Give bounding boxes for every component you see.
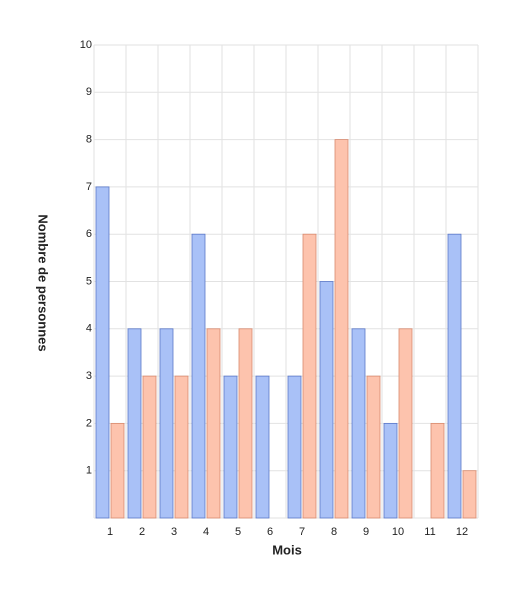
y-tick-label: 2	[86, 417, 92, 429]
bar	[398, 328, 413, 519]
y-tick-label: 6	[86, 228, 92, 240]
y-tick-label: 3	[86, 370, 92, 382]
y-axis-title: Nombre de personnes	[36, 214, 51, 351]
bar	[159, 328, 174, 519]
bar	[95, 186, 110, 519]
y-tick-label: 7	[86, 181, 92, 193]
y-tick-label: 4	[86, 323, 92, 335]
bar	[366, 375, 381, 519]
bar	[462, 470, 477, 519]
bar	[287, 375, 302, 519]
bar	[110, 422, 125, 519]
x-tick-label: 5	[235, 526, 241, 538]
x-tick-label: 12	[456, 526, 468, 538]
bar	[255, 375, 270, 519]
y-tick-label: 10	[80, 39, 92, 51]
bar	[127, 328, 142, 519]
bar	[319, 281, 334, 519]
y-tick-label: 9	[86, 86, 92, 98]
bar	[430, 422, 445, 519]
x-tick-label: 11	[424, 526, 435, 538]
x-tick-label: 2	[139, 526, 145, 538]
x-tick-label: 8	[331, 526, 337, 538]
bar	[191, 233, 206, 519]
x-axis-title: Mois	[272, 542, 302, 557]
bar	[334, 139, 349, 519]
bar	[206, 328, 221, 519]
bar	[302, 233, 317, 519]
bar	[238, 328, 253, 519]
bar	[174, 375, 189, 519]
bar	[447, 233, 462, 519]
y-tick-label: 5	[86, 275, 92, 287]
y-tick-label: 8	[86, 134, 92, 146]
x-tick-label: 4	[203, 526, 209, 538]
bar	[223, 375, 238, 519]
x-tick-label: 10	[392, 526, 404, 538]
x-tick-label: 3	[171, 526, 177, 538]
bar	[351, 328, 366, 519]
bar	[383, 422, 398, 519]
bar	[142, 375, 157, 519]
x-tick-label: 1	[107, 526, 113, 538]
x-tick-label: 6	[267, 526, 273, 538]
x-tick-label: 9	[363, 526, 369, 538]
y-tick-label: 1	[86, 465, 92, 477]
x-tick-label: 7	[299, 526, 305, 538]
